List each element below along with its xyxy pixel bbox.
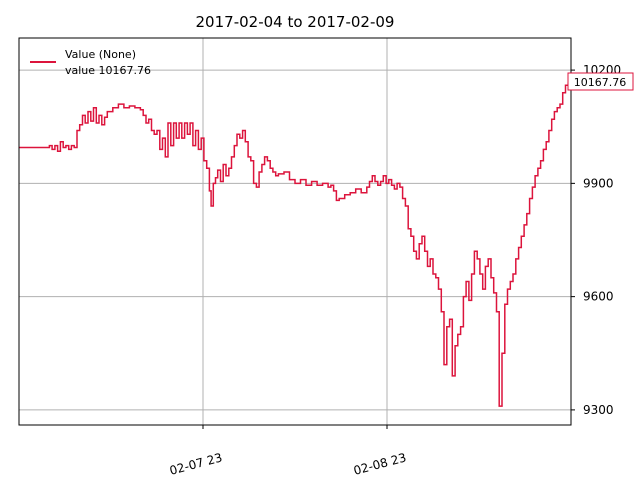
legend: Value (None) value 10167.76 (30, 48, 151, 77)
chart-title: 2017-02-04 to 2017-02-09 (196, 13, 395, 31)
last-value-label: 10167.76 (574, 76, 627, 89)
last-value-box (567, 72, 634, 91)
series-line (19, 82, 572, 407)
y-tick-label: 9300 (583, 403, 614, 417)
legend-entry-series: Value (None) (65, 48, 136, 61)
y-tick-label: 9900 (583, 176, 614, 190)
plot-frame (18, 37, 572, 426)
legend-entry-value: value 10167.76 (65, 64, 151, 77)
last-value-marker: 10167.76 (567, 72, 634, 91)
y-tick-label: 9600 (583, 290, 614, 304)
